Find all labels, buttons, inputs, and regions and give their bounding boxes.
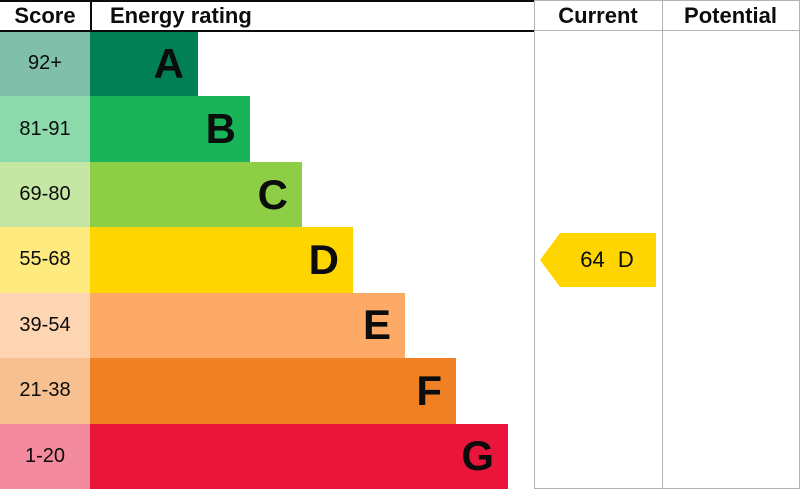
band-score-range: 55-68 bbox=[0, 227, 90, 293]
band-row-g: 1-20 G bbox=[0, 423, 800, 489]
band-score-range: 39-54 bbox=[0, 292, 90, 359]
band-letter: E bbox=[362, 301, 391, 349]
band-letter: A bbox=[153, 39, 184, 87]
band-letter: B bbox=[205, 105, 236, 153]
header-underline-dark bbox=[0, 30, 534, 32]
score-column-header: Score bbox=[14, 3, 76, 28]
band-letter: D bbox=[308, 235, 339, 283]
band-bar-a: A bbox=[90, 31, 198, 97]
band-row-f: 21-38 F bbox=[0, 358, 800, 424]
band-bar-c: C bbox=[90, 161, 302, 228]
current-rating-label: 64 D bbox=[580, 247, 634, 272]
band-row-b: 81-91 B bbox=[0, 96, 800, 162]
band-letter: F bbox=[416, 366, 442, 414]
band-score-range: 81-91 bbox=[0, 96, 90, 162]
current-column-divider bbox=[534, 0, 535, 489]
band-letter: G bbox=[461, 432, 494, 480]
top-border-gray bbox=[534, 0, 800, 1]
potential-column-divider bbox=[662, 0, 663, 489]
band-bar-e: E bbox=[90, 292, 405, 359]
potential-column-header: Potential bbox=[684, 3, 777, 28]
band-bar-d: D bbox=[90, 227, 353, 293]
current-rating-arrow: 64 D bbox=[540, 233, 656, 287]
band-score-range: 21-38 bbox=[0, 358, 90, 424]
band-row-a: 92+ A bbox=[0, 31, 800, 97]
chart-header: Score Energy rating Current Potential bbox=[0, 0, 800, 31]
band-bar-f: F bbox=[90, 358, 456, 424]
band-score-range: 69-80 bbox=[0, 161, 90, 228]
band-letter: C bbox=[257, 170, 288, 218]
band-row-d: 55-68 D bbox=[0, 227, 800, 293]
band-score-range: 1-20 bbox=[0, 423, 90, 489]
score-column-divider bbox=[90, 0, 92, 32]
top-border-dark bbox=[0, 0, 534, 2]
band-bar-g: G bbox=[90, 423, 508, 489]
band-row-e: 39-54 E bbox=[0, 292, 800, 359]
energy-rating-column-header: Energy rating bbox=[110, 3, 252, 28]
band-rows: 92+ A 81-91 B 69-80 C 55-68 D 39-54 bbox=[0, 31, 800, 489]
header-underline-gray bbox=[534, 30, 800, 31]
band-score-range: 92+ bbox=[0, 31, 90, 97]
band-bar-b: B bbox=[90, 96, 250, 162]
band-row-c: 69-80 C bbox=[0, 161, 800, 228]
current-column-header: Current bbox=[558, 3, 638, 28]
